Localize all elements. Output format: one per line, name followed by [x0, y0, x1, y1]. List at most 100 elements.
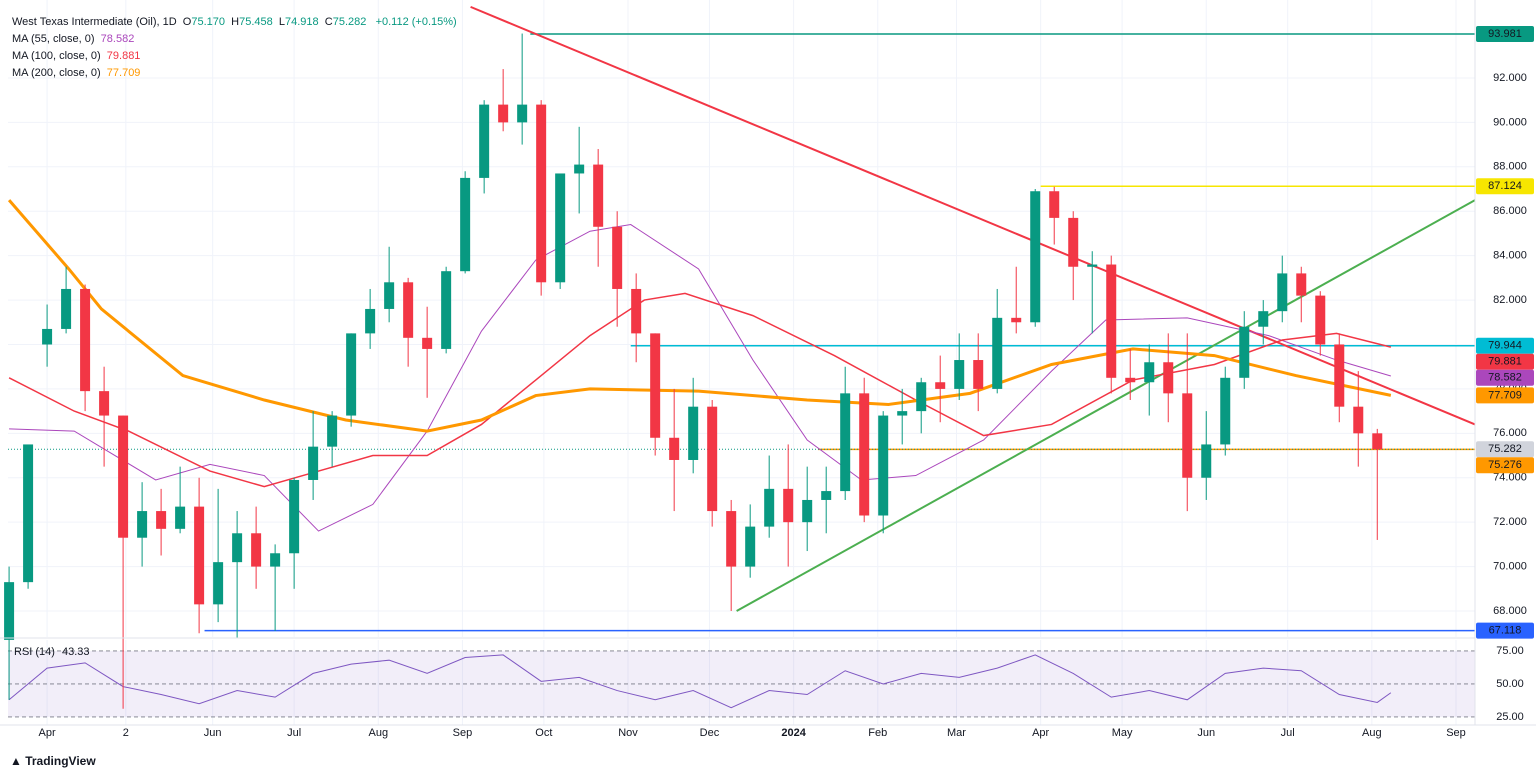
candle-body: [859, 393, 870, 516]
x-tick-label: Jul: [287, 727, 301, 739]
quote-value: 75.282: [332, 16, 367, 28]
x-tick-label: Jul: [1281, 727, 1295, 739]
quote: O75.170 H75.458 L74.918 C75.282: [183, 16, 373, 28]
candle-body: [99, 391, 110, 416]
quote-value: 75.458: [239, 16, 273, 28]
y-tick-label: 70.000: [1493, 560, 1527, 572]
quote-key: L: [278, 16, 285, 28]
ma-price-label: 78.582: [1488, 372, 1522, 384]
x-tick-label: 2: [123, 727, 129, 739]
quote-line: West Texas Intermediate (Oil), 1D O75.17…: [12, 14, 457, 31]
candle-body: [916, 382, 927, 412]
candle-body: [802, 499, 813, 523]
x-tick-label: Jun: [204, 727, 222, 739]
y-tick-label: 88.000: [1493, 161, 1527, 173]
x-tick-label: Nov: [618, 727, 638, 739]
quote-value: 74.918: [284, 16, 319, 28]
candle-body: [346, 333, 357, 416]
last-price-label-box: [1476, 441, 1534, 458]
moving-average: [7, 199, 1392, 433]
ma-legend-item: MA (200, close, 0) 77.709: [12, 65, 457, 82]
brand: ▲ TradingView: [10, 754, 96, 768]
candle-body: [669, 437, 680, 460]
quote-key: O: [182, 16, 192, 28]
candle-body: [61, 288, 72, 329]
candle-body: [422, 337, 433, 349]
candle-body: [821, 491, 832, 500]
y-tick-label: 82.000: [1493, 294, 1527, 306]
change: +0.112 (+0.15%): [375, 16, 457, 28]
x-tick-label: Sep: [1446, 727, 1466, 739]
level-label: 75.276: [1488, 459, 1522, 471]
candle-body: [1125, 377, 1136, 383]
y-tick-label: 74.000: [1493, 472, 1527, 484]
candle-body: [1163, 362, 1174, 394]
level-label: 87.124: [1488, 180, 1522, 192]
ma-price-label-box: [1476, 353, 1534, 370]
y-tick-label: 90.000: [1493, 116, 1527, 128]
candle-body: [1068, 217, 1079, 267]
quote-key: H: [231, 16, 240, 28]
candle-body: [631, 288, 642, 334]
candle-body: [327, 415, 338, 447]
moving-average: [9, 224, 1391, 532]
ma-price-label-box: [1476, 387, 1534, 404]
candle-body: [745, 526, 756, 567]
candle-body: [935, 382, 946, 389]
x-tick-label: May: [1112, 727, 1133, 739]
y-tick-label: 84.000: [1493, 250, 1527, 262]
ma-price-label: 77.709: [1488, 389, 1522, 401]
candle-body: [973, 360, 984, 389]
candle-body: [213, 562, 224, 605]
x-tick-label: 2024: [781, 727, 806, 739]
candle-body: [840, 393, 851, 492]
candle-body: [764, 488, 775, 527]
candle-body: [1315, 295, 1326, 345]
candle-body: [555, 173, 566, 283]
rsi-tick-label: 50.00: [1496, 678, 1524, 690]
candle-body: [650, 333, 661, 438]
candle-body: [479, 104, 490, 178]
quote-value: 75.170: [191, 16, 225, 28]
x-tick-label: Aug: [1362, 727, 1382, 739]
candle-body: [156, 511, 167, 529]
candle-body: [1182, 393, 1193, 478]
level-label: 79.944: [1488, 340, 1522, 352]
candle-body: [707, 406, 718, 512]
candle-body: [1277, 273, 1288, 312]
y-tick-label: 76.000: [1493, 427, 1527, 439]
candle-body: [175, 506, 186, 529]
candle-body: [1239, 326, 1250, 378]
x-tick-label: Sep: [453, 727, 473, 739]
ma-value: 79.881: [106, 50, 141, 62]
candle-body: [384, 282, 395, 309]
candle-body: [1353, 406, 1364, 434]
y-tick-label: 68.000: [1493, 605, 1527, 617]
symbol: West Texas Intermediate (Oil), 1D: [12, 16, 177, 28]
candle-body: [1106, 264, 1117, 378]
moving-average: [8, 292, 1392, 488]
candle-body: [688, 406, 699, 460]
trend-line: [470, 5, 1476, 426]
candle-body: [137, 511, 148, 538]
candle-body: [1334, 344, 1345, 407]
candle-body: [498, 104, 509, 123]
x-tick-label: Dec: [700, 727, 720, 739]
level-label-box: [1476, 25, 1534, 42]
candle-body: [593, 164, 604, 227]
candle-body: [80, 288, 91, 392]
candle-body: [42, 328, 53, 345]
level-label: 93.981: [1488, 28, 1522, 40]
ma-value: 78.582: [100, 33, 135, 45]
candle-body: [612, 226, 623, 289]
rsi-line: [8, 654, 1392, 709]
x-tick-label: Mar: [947, 727, 966, 739]
rsi-tick-label: 75.00: [1496, 645, 1524, 657]
candle-body: [194, 506, 205, 605]
candle-body: [403, 282, 414, 338]
candle-body: [251, 533, 262, 567]
rsi-tick-label: 25.00: [1496, 711, 1524, 723]
level-label-box: [1476, 337, 1534, 354]
